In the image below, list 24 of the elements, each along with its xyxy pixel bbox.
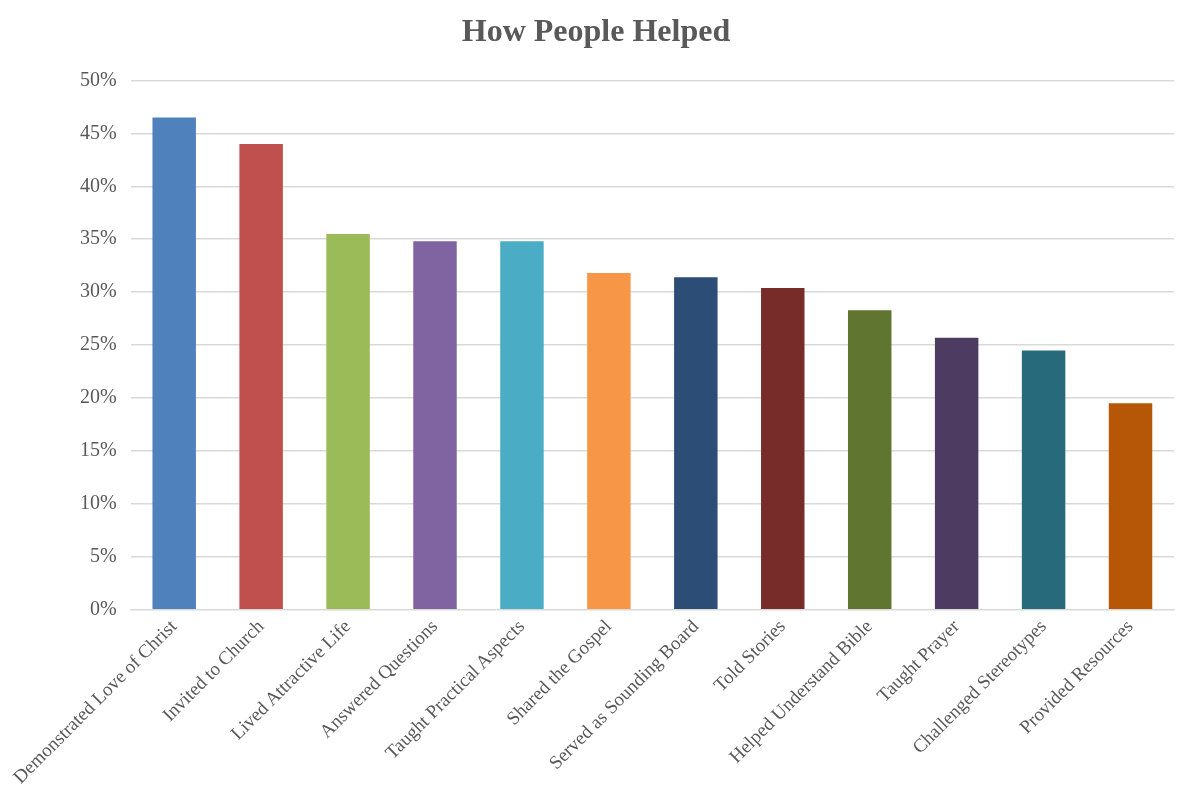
y-tick-label: 5%	[90, 544, 117, 567]
y-tick-label: 15%	[80, 438, 117, 461]
bar	[500, 241, 544, 610]
y-tick-label: 20%	[80, 385, 117, 408]
y-tick-label: 25%	[80, 332, 117, 355]
y-tick-label: 35%	[80, 226, 117, 249]
y-tick-label: 40%	[80, 173, 117, 196]
y-tick-label: 45%	[80, 120, 117, 143]
chart-title: How People Helped	[461, 12, 731, 49]
bar	[326, 233, 370, 610]
bar	[761, 287, 805, 610]
bar	[934, 337, 979, 610]
bar	[152, 117, 196, 610]
y-tick-label: 30%	[80, 279, 117, 302]
bar	[239, 143, 283, 610]
bar	[847, 310, 892, 610]
bar	[674, 277, 718, 610]
y-tick-label: 0%	[90, 597, 117, 620]
bar	[1108, 403, 1153, 610]
y-tick-label: 50%	[80, 67, 117, 90]
y-tick-label: 10%	[80, 491, 117, 514]
bar	[587, 273, 631, 610]
bar	[413, 241, 457, 610]
bar	[1021, 350, 1066, 610]
